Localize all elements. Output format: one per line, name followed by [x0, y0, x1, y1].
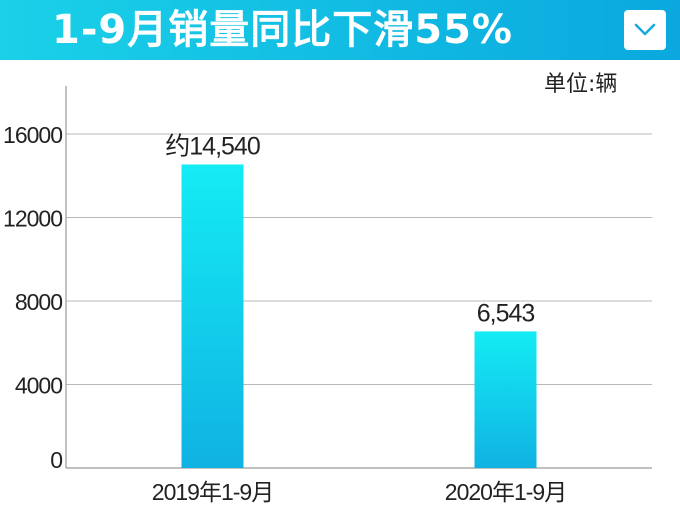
bar: [474, 331, 537, 468]
collapse-button[interactable]: [624, 10, 666, 50]
y-tick-label: 12000: [3, 206, 62, 232]
page-title: 1-9月销量同比下滑55%: [52, 7, 514, 53]
chevron-down-icon: [634, 23, 656, 36]
data-label: 6,543: [477, 299, 535, 327]
bar: [181, 164, 244, 469]
x-tick-label: 2020年1-9月: [445, 479, 566, 505]
unit-label: 单位:辆: [544, 72, 618, 97]
title-banner: 1-9月销量同比下滑55%: [0, 0, 680, 60]
y-tick-label: 4000: [15, 373, 62, 399]
x-tick-label: 2019年1-9月: [152, 479, 273, 505]
y-tick-label: 0: [50, 447, 62, 473]
data-label: 约14,540: [165, 132, 260, 160]
y-tick-label: 16000: [3, 122, 62, 148]
y-tick-label: 8000: [15, 289, 62, 315]
